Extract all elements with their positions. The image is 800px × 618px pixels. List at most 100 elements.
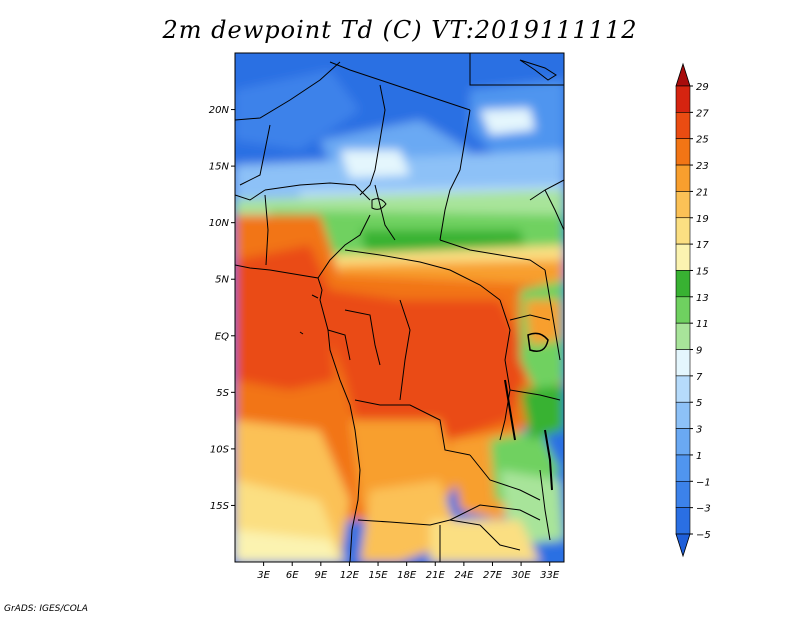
border-ethiopia (544, 189, 564, 231)
colorbar-label: 5 (696, 398, 702, 409)
colorbar-bin (675, 191, 691, 219)
colorbar-bin (675, 243, 691, 271)
colorbar-bin (675, 428, 691, 456)
border-niger-chad (359, 84, 386, 196)
field-east-africa-orange (525, 300, 560, 345)
colorbar-bin (675, 138, 691, 166)
border-islands (299, 294, 319, 335)
border-drc-west (399, 299, 411, 401)
colorbar: 29 27 25 23 21 19 17 15 13 11 9 7 5 3 1 −1 −3 −5 (675, 62, 711, 558)
border-mali-niger (239, 124, 271, 186)
border-zambia (469, 454, 541, 501)
border-lake-tanganyika (504, 379, 516, 441)
colorbar-label: 23 (696, 161, 709, 172)
border-niger-nigeria (264, 182, 371, 201)
colorbar-bin (675, 375, 691, 403)
lat-tick-label: EQ (215, 331, 229, 342)
grads-credit: GrADS: IGES/COLA (4, 604, 88, 614)
border-cameroon-congo (344, 309, 381, 366)
colorbar-bin (675, 296, 691, 324)
lat-tick-label: 15S (210, 501, 230, 512)
field-white-patches (340, 150, 410, 178)
lon-tick-label: 18E (397, 570, 417, 581)
colorbar-label: 15 (696, 266, 709, 277)
colorbar-label: 19 (696, 214, 709, 225)
colorbar-bin (675, 349, 691, 377)
colorbar-bin (675, 401, 691, 429)
lat-tick-label: 15N (209, 162, 230, 173)
lat-tick-label: 20N (209, 105, 230, 116)
colorbar-label: 13 (696, 293, 709, 304)
dewpoint-field (235, 53, 564, 562)
border-lake-malawi (544, 429, 553, 491)
border-kenya (544, 269, 561, 361)
lon-tick-label: 21E (426, 570, 446, 581)
border-red-sea-coast (519, 59, 557, 81)
colorbar-bin (675, 270, 691, 298)
border-benin (264, 194, 269, 266)
colorbar-label: −3 (696, 504, 711, 515)
colorbar-bin (675, 217, 691, 245)
field-ocean-red (235, 265, 335, 390)
colorbar-label: −5 (696, 530, 711, 541)
border-mozambique (539, 469, 551, 541)
border-zambia-south (449, 504, 541, 521)
longitude-axis: 3E 6E 9E 12E 15E 18E 21E 24E 27E 30E 33E (257, 562, 560, 581)
lat-tick-label: 5S (216, 388, 229, 399)
lon-tick-label: 15E (369, 570, 389, 581)
border-car (344, 249, 501, 301)
lon-tick-label: 24E (454, 570, 474, 581)
lon-tick-label: 12E (340, 570, 360, 581)
map-frame (234, 52, 565, 563)
colorbar-label: 3 (696, 425, 702, 436)
field-south-pale (235, 530, 340, 562)
map-title: 2m dewpoint Td (C) VT:2019111112 (162, 16, 638, 44)
border-algeria-mali (235, 61, 341, 121)
colorbar-label: 29 (696, 82, 709, 93)
field-se-yellow (430, 520, 540, 562)
lat-tick-label: 10N (209, 218, 230, 229)
colorbar-bin (675, 85, 691, 113)
border-coastline-west (235, 264, 361, 562)
colorbar-bin (675, 480, 691, 508)
colorbar-label: 25 (696, 135, 709, 146)
border-nigeria-cameroon (317, 214, 371, 279)
field-light-blue-nw (235, 70, 360, 150)
lon-tick-label: 9E (314, 570, 327, 581)
border-drc-angola (354, 399, 471, 456)
border-lake-chad (371, 198, 387, 210)
border-niger-libya (329, 61, 471, 111)
lat-tick-label: 5N (215, 275, 229, 286)
border-burkina (235, 189, 266, 201)
colorbar-bin (675, 112, 691, 140)
colorbar-label: 27 (696, 108, 709, 119)
border-uganda (509, 314, 551, 321)
lon-tick-label: 27E (483, 570, 503, 581)
colorbar-label: 9 (696, 346, 702, 357)
border-zim (479, 524, 521, 551)
colorbar-label: 21 (696, 187, 709, 198)
border-sudan-south (439, 239, 546, 271)
lon-tick-label: 3E (257, 570, 270, 581)
latitude-axis: 20N 15N 10N 5N EQ 5S 10S 15S (209, 105, 235, 512)
colorbar-bin (675, 164, 691, 192)
colorbar-label: 17 (696, 240, 709, 251)
colorbar-bin (675, 507, 691, 535)
lon-tick-label: 30E (512, 570, 532, 581)
border-sudan-east (529, 179, 564, 201)
colorbar-label: 7 (696, 372, 703, 383)
colorbar-bin-top (675, 62, 691, 87)
lon-tick-label: 33E (540, 570, 560, 581)
colorbar-label: −1 (696, 477, 711, 488)
field-white-patch-east (480, 108, 535, 135)
colorbar-label: 11 (696, 319, 709, 330)
colorbar-bin (675, 322, 691, 350)
colorbar-bin (675, 454, 691, 482)
border-tanzania (509, 389, 561, 401)
country-borders (235, 53, 564, 562)
border-angola-namibia (357, 519, 481, 526)
colorbar-label: 1 (696, 451, 702, 462)
colorbar-bin-bottom (675, 533, 691, 558)
border-lake-victoria (527, 332, 549, 352)
